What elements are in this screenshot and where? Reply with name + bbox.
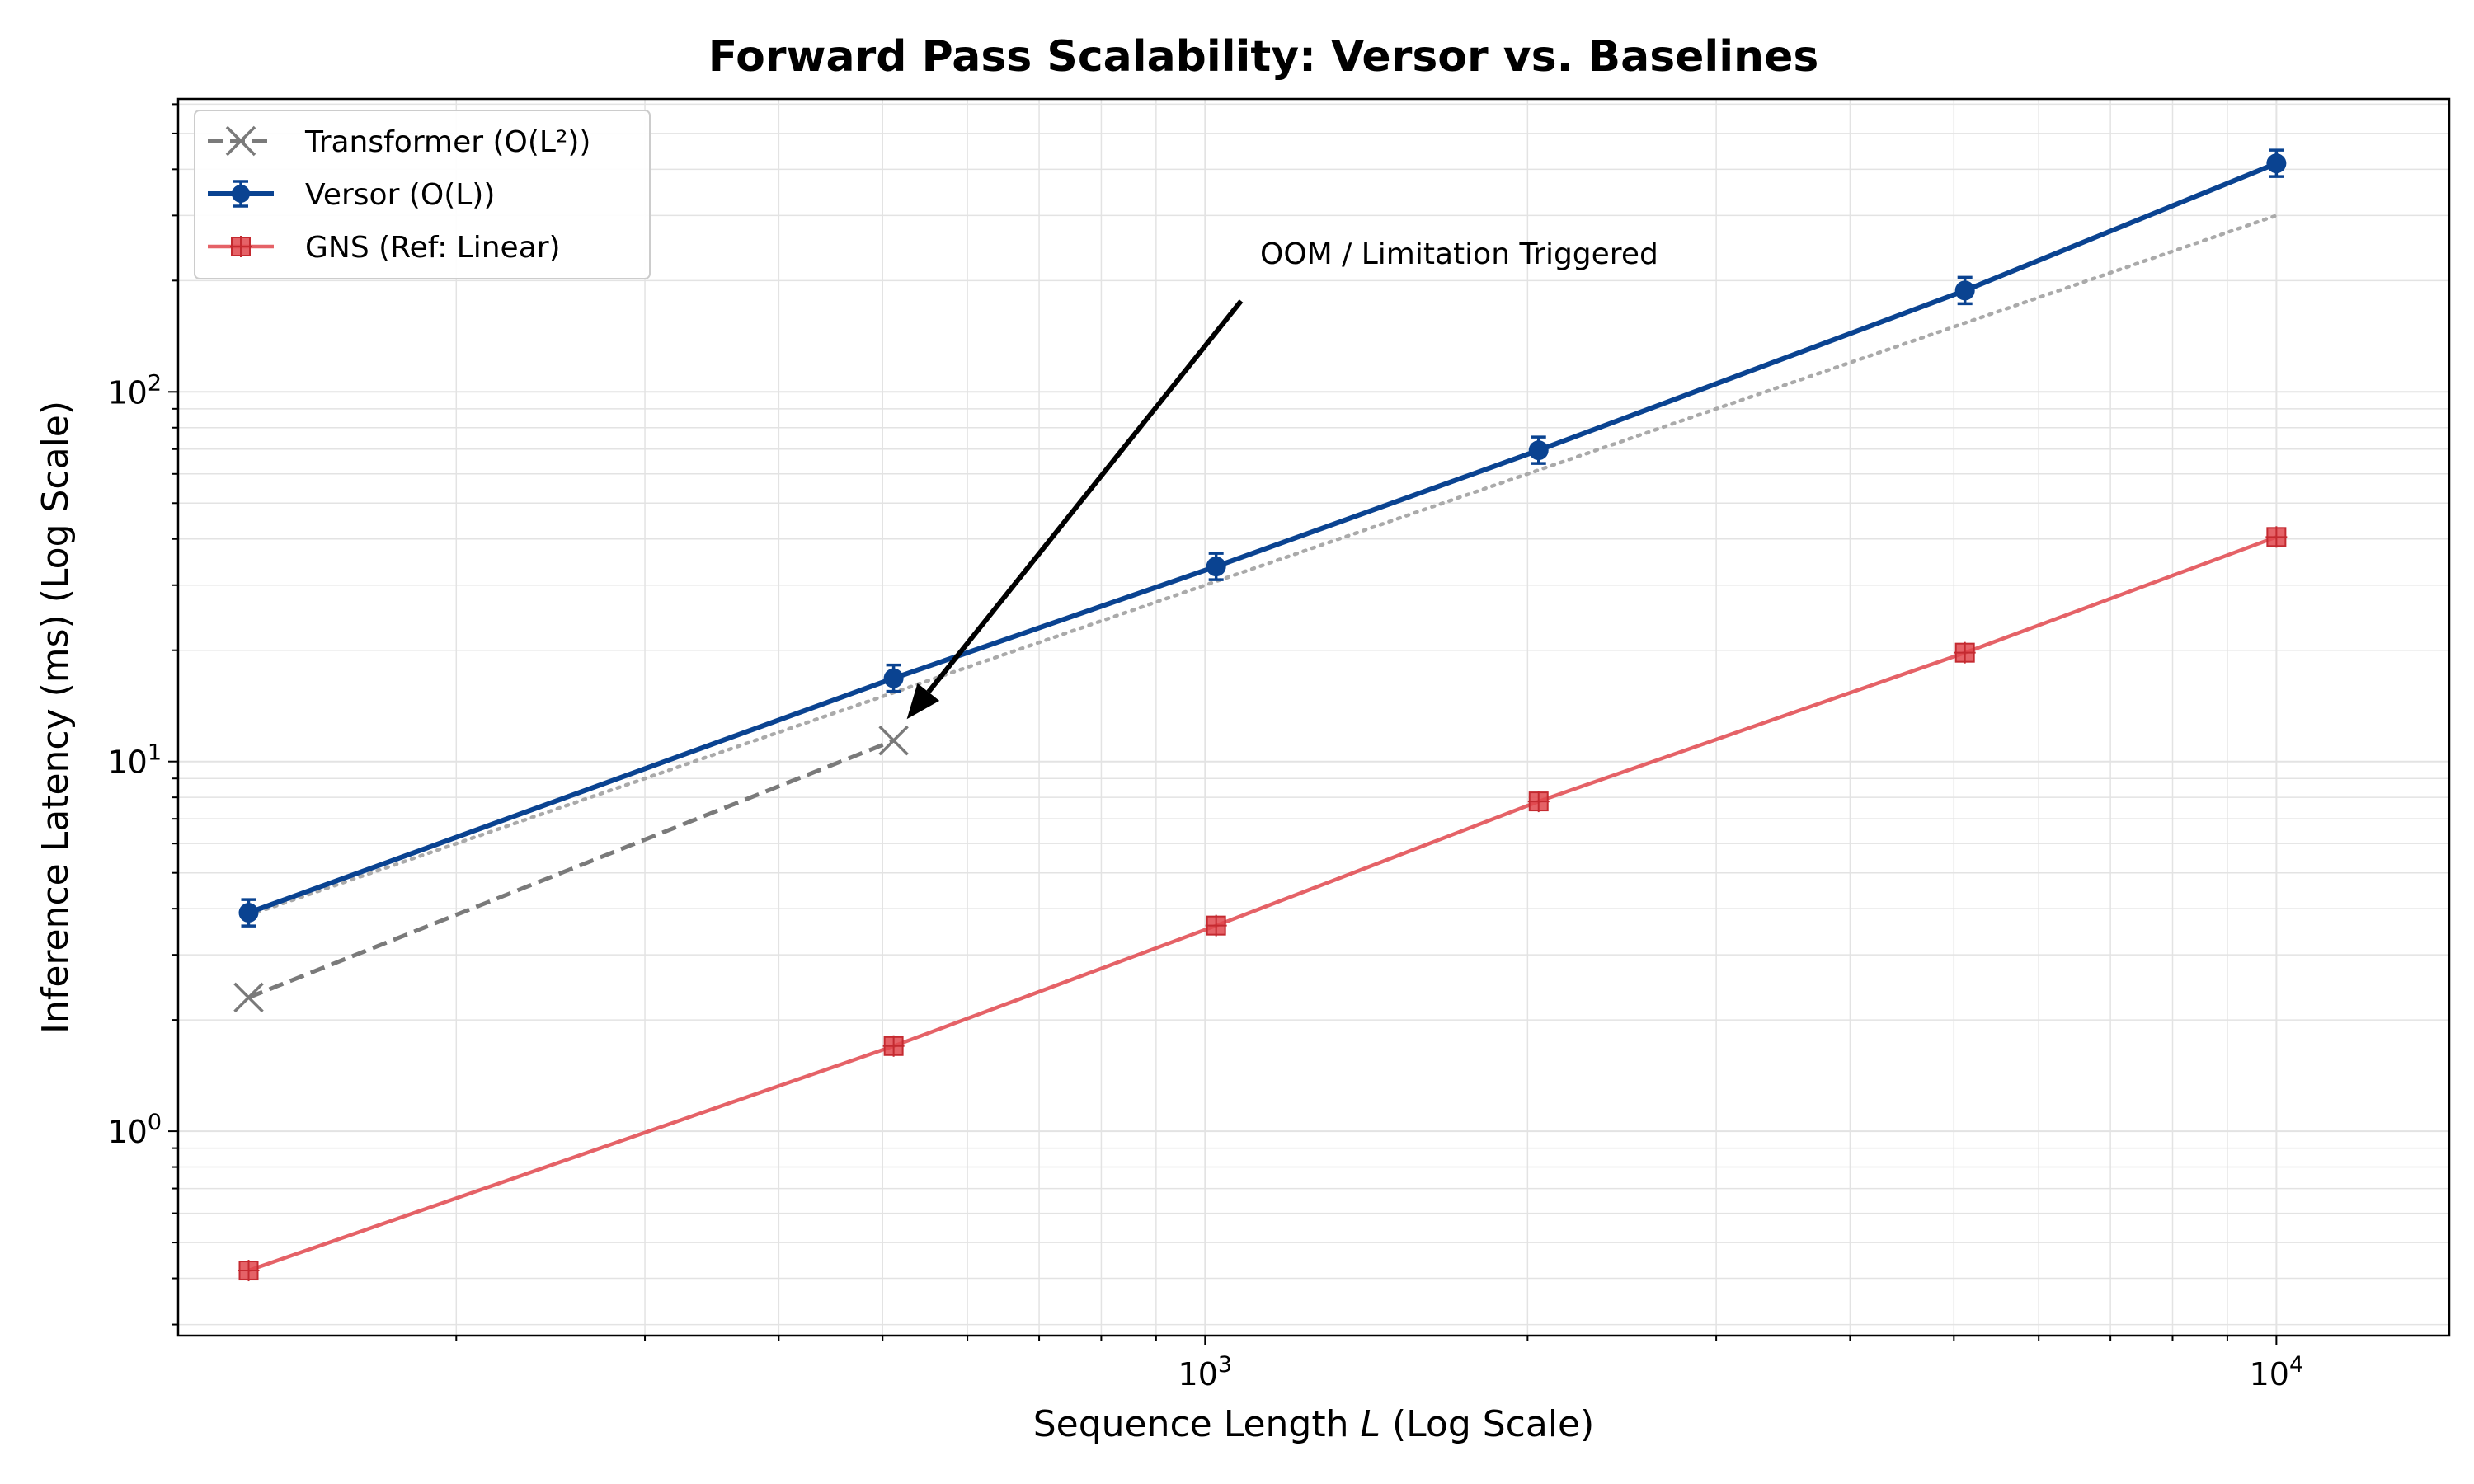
annotation-text: OOM / Limitation Triggered <box>1260 237 1658 271</box>
data-point <box>1954 275 1975 306</box>
series-2 <box>238 526 2288 1282</box>
x-axis-label: Sequence Length L (Log Scale) <box>1033 1403 1595 1445</box>
data-point <box>1205 914 1227 937</box>
data-point <box>883 663 904 693</box>
series-0 <box>233 725 909 1013</box>
plot-frame <box>176 97 2451 1337</box>
data-point <box>882 1035 905 1057</box>
legend-marker <box>232 180 250 208</box>
data-point <box>1527 791 1550 813</box>
annotation-arrow <box>926 299 1244 694</box>
legend-item: Transformer (O(L²)) <box>208 125 590 159</box>
data-point <box>238 898 259 928</box>
legend-marker <box>225 125 256 157</box>
legend-item: Versor (O(L)) <box>208 178 495 212</box>
legend-marker <box>230 236 252 257</box>
axis-ticks: 103 104 100 101 102 <box>107 103 2304 1392</box>
data-point <box>1206 552 1226 581</box>
legend-frame <box>194 110 651 279</box>
legend-label: Versor (O(L)) <box>305 178 495 212</box>
data-point <box>2266 148 2287 178</box>
legend: Transformer (O(L²)) Versor (O(L)) GNS (Ref… <box>194 110 651 279</box>
data-point <box>2265 526 2288 548</box>
data-point <box>238 1260 260 1282</box>
legend-item: GNS (Ref: Linear) <box>208 231 561 265</box>
series-1 <box>238 148 2287 928</box>
legend-label: Transformer (O(L²)) <box>304 125 590 159</box>
reference-dotted-line <box>247 214 2279 918</box>
x-tick-label: 104 <box>2250 1352 2304 1392</box>
series-line <box>247 738 895 1000</box>
y-tick-label: 102 <box>107 370 162 411</box>
series-line <box>247 161 2278 915</box>
series <box>233 148 2288 1282</box>
annotation-arrowhead <box>906 683 940 720</box>
data-point <box>1954 641 1976 664</box>
y-tick-label: 101 <box>107 740 162 781</box>
data-point <box>878 725 909 756</box>
series-line <box>247 535 2278 1273</box>
legend-label: GNS (Ref: Linear) <box>305 231 561 265</box>
y-tick-label: 100 <box>107 1110 162 1150</box>
data-point <box>1528 435 1549 465</box>
reference-line <box>247 214 2279 918</box>
grid <box>178 99 2449 1336</box>
annotation: OOM / Limitation Triggered <box>906 237 1658 720</box>
data-point <box>233 982 264 1013</box>
chart-title: Forward Pass Scalability: Versor vs. Bas… <box>708 32 1819 82</box>
y-axis-label: Inference Latency (ms) (Log Scale) <box>35 401 77 1034</box>
x-tick-label: 103 <box>1178 1352 1233 1392</box>
